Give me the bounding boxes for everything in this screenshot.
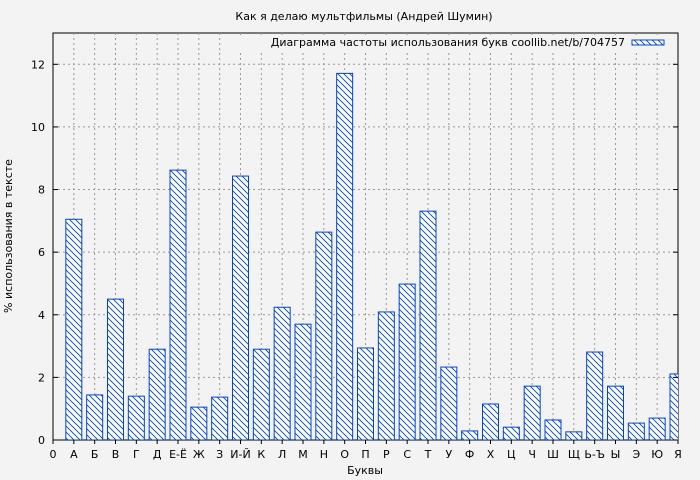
x-tick-label: Р xyxy=(383,448,390,461)
bar-Т xyxy=(419,210,437,440)
x-tick-label: Ш xyxy=(547,448,559,461)
x-tick-label: Я xyxy=(674,448,682,461)
chart-title: Как я делаю мультфильмы (Андрей Шумин) xyxy=(235,10,492,23)
bar-Ь-Ъ xyxy=(586,351,604,440)
bar-К xyxy=(252,348,270,440)
x-tick-label: М xyxy=(298,448,308,461)
x-tick-label: С xyxy=(403,448,411,461)
bar-Ю xyxy=(648,417,666,440)
x-tick-label: Ц xyxy=(507,448,516,461)
y-tick-label: 6 xyxy=(38,246,45,259)
x-tick-label: 0 xyxy=(50,448,57,461)
legend-label: Диаграмма частоты использования букв coo… xyxy=(271,36,625,49)
x-tick-label: Е-Ё xyxy=(169,448,187,461)
bar-Ц xyxy=(502,426,520,440)
bar-О xyxy=(336,72,354,440)
x-tick-label: К xyxy=(257,448,265,461)
bar-З xyxy=(211,396,229,440)
x-tick-label: Ф xyxy=(465,448,474,461)
bar-Ф xyxy=(461,430,479,440)
x-tick-label: Ь-Ъ xyxy=(584,448,605,461)
y-tick-label: 0 xyxy=(38,434,45,447)
x-tick-label: П xyxy=(361,448,369,461)
bar-Ш xyxy=(544,419,562,440)
x-tick-label: О xyxy=(340,448,349,461)
bar-Э xyxy=(627,422,645,440)
bar-Л xyxy=(273,306,291,440)
bar-Я xyxy=(669,373,678,440)
x-tick-label: И-Й xyxy=(230,448,250,461)
x-tick-label: Б xyxy=(91,448,99,461)
x-tick-label: Щ xyxy=(568,448,580,461)
y-tick-label: 8 xyxy=(38,184,45,197)
x-tick-label: Л xyxy=(278,448,286,461)
bar-У xyxy=(440,366,458,440)
bar-Б xyxy=(86,394,104,440)
x-tick-label: А xyxy=(70,448,78,461)
bar-П xyxy=(357,347,374,440)
x-tick-label: В xyxy=(112,448,120,461)
x-tick-label: У xyxy=(445,448,452,461)
bar-М xyxy=(294,323,312,440)
x-tick-label: Г xyxy=(133,448,140,461)
bar-Ы xyxy=(607,385,624,440)
bar-Р xyxy=(377,311,395,440)
legend-swatch xyxy=(631,39,665,46)
x-tick-label: Х xyxy=(487,448,495,461)
x-tick-label: Т xyxy=(424,448,432,461)
bar-Щ xyxy=(565,431,583,440)
bar-Г xyxy=(127,395,145,440)
bar-Ч xyxy=(523,385,541,440)
bar-Н xyxy=(315,231,333,440)
bar-С xyxy=(398,283,416,440)
bar-В xyxy=(107,298,124,440)
bar-Ж xyxy=(190,406,208,440)
x-tick-label: Н xyxy=(320,448,328,461)
x-tick-label: Ж xyxy=(193,448,205,461)
bar-И-Й xyxy=(232,175,249,440)
x-tick-label: Ч xyxy=(528,448,536,461)
x-axis-label: Буквы xyxy=(347,464,383,477)
y-tick-label: 4 xyxy=(38,309,45,322)
x-tick-label: Ы xyxy=(611,448,621,461)
x-tick-label: Д xyxy=(153,448,162,461)
y-tick-label: 12 xyxy=(31,58,45,71)
y-tick-label: 2 xyxy=(38,371,45,384)
x-tick-label: Ю xyxy=(651,448,663,461)
x-tick-label: Э xyxy=(632,448,640,461)
bar-А xyxy=(65,218,83,440)
x-tick-label: З xyxy=(216,448,223,461)
legend: Диаграмма частоты использования букв coo… xyxy=(240,35,675,51)
y-axis-label: % использования в тексте xyxy=(2,159,15,313)
y-tick-label: 10 xyxy=(31,121,45,134)
bar-Х xyxy=(482,403,499,440)
bar-Е-Ё xyxy=(169,169,187,440)
bar-Д xyxy=(148,348,166,440)
